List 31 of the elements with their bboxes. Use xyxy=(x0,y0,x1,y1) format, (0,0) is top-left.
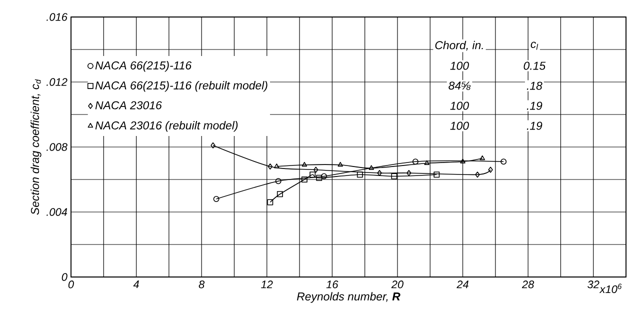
legend-label: NACA 23016 xyxy=(95,101,162,110)
y-tick-label: 0 xyxy=(62,273,68,281)
annotation: .18 xyxy=(526,82,542,90)
legend-label: NACA 66(215)-116 xyxy=(95,61,192,72)
x-tick-label: 12 xyxy=(261,280,273,288)
y-tick-label: .008 xyxy=(46,143,68,151)
x-tick-label: 8 xyxy=(198,280,205,288)
text: x10$^{6}$ xyxy=(599,284,622,294)
annotation: 100 xyxy=(450,102,469,110)
y-tick-label: .012 xyxy=(46,78,68,86)
x-tick-label: 16 xyxy=(326,280,338,288)
annotation: 0.15 xyxy=(524,62,546,70)
x-tick-label: 0 xyxy=(68,280,74,288)
annotation: .19 xyxy=(526,102,542,110)
y-tick-label: .004 xyxy=(46,208,68,216)
annotation: Chord, in. xyxy=(435,40,483,51)
annotation: 100 xyxy=(450,62,469,70)
y-axis-title: Section drag coefficient, c$_{d}$ xyxy=(30,79,42,215)
legend-label: NACA 66(215)-116 (rebuilt model) xyxy=(95,81,268,92)
y-tick-label: .016 xyxy=(46,13,68,21)
annotation: 84⅝ xyxy=(448,82,471,90)
legend-label: NACA 23016 (rebuilt model) xyxy=(95,121,238,132)
x-tick-label: 20 xyxy=(391,280,404,288)
x-tick-label: 28 xyxy=(522,280,534,288)
x-axis-title: Reynolds number, R xyxy=(296,292,400,303)
annotation: c$_{l}$ xyxy=(530,42,538,50)
x-tick-label: 32 xyxy=(588,280,600,288)
annotation: 100 xyxy=(450,122,469,130)
annotation: .19 xyxy=(526,122,542,130)
x-tick-label: 24 xyxy=(456,280,468,288)
x-tick-label: 4 xyxy=(133,280,139,288)
